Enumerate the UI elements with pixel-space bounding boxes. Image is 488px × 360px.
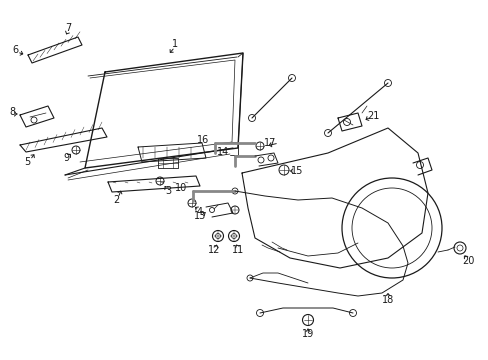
Text: 20: 20 bbox=[461, 256, 473, 266]
Text: 11: 11 bbox=[231, 245, 244, 255]
Text: 3: 3 bbox=[164, 186, 171, 196]
Text: 10: 10 bbox=[175, 183, 187, 193]
Text: 2: 2 bbox=[113, 195, 119, 205]
Text: 5: 5 bbox=[24, 157, 30, 167]
Text: 12: 12 bbox=[207, 245, 220, 255]
Text: 16: 16 bbox=[197, 135, 209, 145]
Text: 15: 15 bbox=[290, 166, 303, 176]
Text: 6: 6 bbox=[12, 45, 18, 55]
Text: 17: 17 bbox=[263, 138, 276, 148]
Text: 7: 7 bbox=[65, 23, 71, 33]
Text: 4: 4 bbox=[197, 207, 203, 217]
Text: 14: 14 bbox=[217, 147, 229, 157]
Text: 13: 13 bbox=[193, 211, 206, 221]
Text: 18: 18 bbox=[381, 295, 393, 305]
Text: 1: 1 bbox=[172, 39, 178, 49]
Text: 19: 19 bbox=[301, 329, 313, 339]
Text: 21: 21 bbox=[366, 111, 378, 121]
Text: 9: 9 bbox=[63, 153, 69, 163]
Text: 8: 8 bbox=[9, 107, 15, 117]
